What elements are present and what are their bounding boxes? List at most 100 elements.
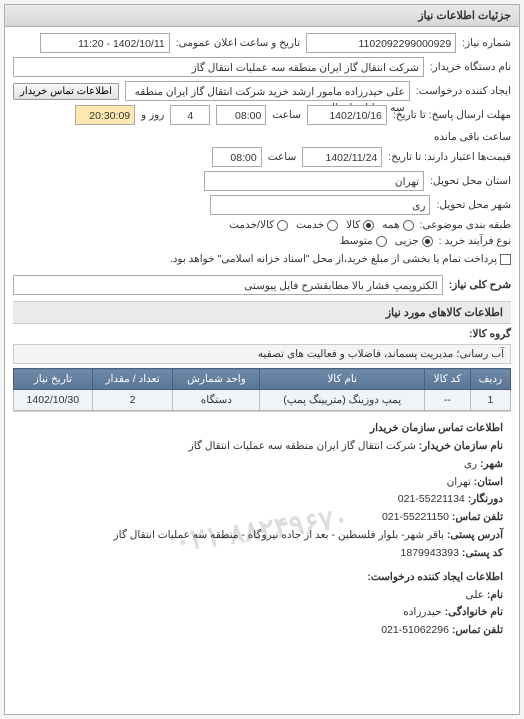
deadline-until-label: مهلت ارسال پاسخ: تا تاریخ:	[393, 109, 511, 121]
th-row: ردیف	[470, 369, 510, 390]
contact-buyer-title: اطلاعات تماس سازمان خریدار	[21, 420, 503, 438]
b-province-label: استان:	[474, 476, 503, 488]
requester-label: ایجاد کننده درخواست:	[416, 85, 511, 97]
group-label: گروه کالا:	[469, 328, 511, 340]
city-line: شهر: ری	[21, 456, 503, 474]
radio-all-label: همه	[382, 219, 399, 231]
contact-buyer-section: ۰۲۱-۸۸۲۴۹۶۷۰ اطلاعات تماس سازمان خریدار …	[13, 411, 511, 648]
fax-label: دورنگار:	[468, 493, 503, 505]
process-radio-group: جزیی متوسط	[340, 235, 433, 247]
req-phone-value: 51062296-021	[381, 624, 449, 636]
fax-line: دورنگار: 55221134-021	[21, 491, 503, 509]
time-label-1: ساعت	[272, 109, 301, 121]
treasury-note: پرداخت تمام یا بخشی از مبلغ خرید،از محل …	[170, 253, 497, 265]
req-family-value: حیدرزاده	[403, 606, 441, 618]
radio-goods-label: کالا	[346, 219, 360, 231]
radio-icon	[376, 236, 387, 247]
radio-gs-label: کالا/خدمت	[229, 219, 274, 231]
announce-field: 1402/10/11 - 11:20	[40, 33, 170, 53]
table-header-row: ردیف کد کالا نام کالا واحد شمارش تعداد /…	[14, 369, 511, 390]
items-section-title: اطلاعات کالاهای مورد نیاز	[13, 301, 511, 324]
req-name-line: نام: علی	[21, 587, 503, 605]
postal-value: 1879943393	[401, 547, 459, 559]
city-label: شهر محل تحویل:	[436, 199, 511, 211]
bottom-padding	[13, 648, 511, 708]
buyer-device-row: نام دستگاه خریدار: شرکت انتقال گاز ایران…	[13, 57, 511, 77]
th-code: کد کالا	[425, 369, 471, 390]
need-desc-label: شرح کلی نیاز:	[449, 279, 511, 291]
radio-medium-label: متوسط	[340, 235, 373, 247]
province-field: تهران	[204, 171, 424, 191]
need-no-label: شماره نیاز:	[462, 37, 511, 49]
b-province-value: تهران	[447, 476, 471, 488]
days-field: 4	[170, 105, 210, 125]
remain-field: 20:30:09	[75, 105, 135, 125]
req-family-line: نام خانوادگی: حیدرزاده	[21, 604, 503, 622]
radio-small[interactable]: جزیی	[395, 235, 433, 247]
radio-icon	[403, 220, 414, 231]
req-name-value: علی	[465, 589, 484, 601]
b-city-label: شهر:	[480, 458, 503, 470]
td-row: 1	[470, 390, 510, 411]
addr-line: آدرس پستی: باقر شهر- بلوار فلسطین - بعد …	[21, 527, 503, 545]
radio-goods[interactable]: کالا	[346, 219, 374, 231]
radio-icon	[363, 220, 374, 231]
time-label-2: ساعت	[268, 151, 297, 163]
deadline-row: مهلت ارسال پاسخ: تا تاریخ: 1402/10/16 سا…	[13, 105, 511, 143]
buyer-device-field: شرکت انتقال گاز ایران منطقه سه عملیات ان…	[13, 57, 424, 77]
panel-body: شماره نیاز: 1102092299000929 تاریخ و ساع…	[5, 27, 519, 714]
table-row: 1 -- پمپ دوزینگ (متریینگ پمپ) دستگاه 2 1…	[14, 390, 511, 411]
th-unit: واحد شمارش	[173, 369, 260, 390]
table-head: ردیف کد کالا نام کالا واحد شمارش تعداد /…	[14, 369, 511, 390]
radio-icon	[277, 220, 288, 231]
req-name-label: نام:	[487, 589, 503, 601]
checkbox-icon	[500, 254, 511, 265]
th-name: نام کالا	[260, 369, 425, 390]
price-date-field: 1402/11/24	[302, 147, 382, 167]
process-label: نوع فرآیند خرید :	[439, 235, 511, 247]
price-validity-row: قیمت‌ها اعتبار دارند: تا تاریخ: 1402/11/…	[13, 147, 511, 167]
postal-line: کد پستی: 1879943393	[21, 545, 503, 563]
need-no-field: 1102092299000929	[306, 33, 456, 53]
group-value: آب رسانی؛ مدیریت پسماند، فاضلاب و فعالیت…	[13, 344, 511, 364]
process-row: نوع فرآیند خرید : جزیی متوسط پرداخت تمام…	[13, 235, 511, 265]
td-qty: 2	[92, 390, 173, 411]
th-qty: تعداد / مقدار	[92, 369, 173, 390]
radio-medium[interactable]: متوسط	[340, 235, 387, 247]
radio-small-label: جزیی	[395, 235, 419, 247]
city-field: ری	[210, 195, 430, 215]
td-date: 1402/10/30	[14, 390, 93, 411]
radio-goods-service[interactable]: کالا/خدمت	[229, 219, 288, 231]
radio-all[interactable]: همه	[382, 219, 413, 231]
remain-label: ساعت باقی مانده	[434, 131, 511, 143]
subject-radio-group: همه کالا خدمت کالا/خدمت	[229, 219, 413, 231]
days-label: روز و	[141, 109, 164, 121]
buyer-contact-button[interactable]: اطلاعات تماس خریدار	[13, 83, 119, 100]
price-time-field: 08:00	[212, 147, 262, 167]
deadline-time-field: 08:00	[216, 105, 266, 125]
org-label: نام سازمان خریدار:	[419, 440, 503, 452]
req-phone-line: تلفن تماس: 51062296-021	[21, 622, 503, 640]
postal-label: کد پستی:	[462, 547, 503, 559]
items-table: ردیف کد کالا نام کالا واحد شمارش تعداد /…	[13, 368, 511, 411]
requester-row: ایجاد کننده درخواست: علی حیدرزاده مامور …	[13, 81, 511, 101]
subject-row: طبقه بندی موضوعی: همه کالا خدمت کالا/خدم…	[13, 219, 511, 231]
addr-label: آدرس پستی:	[447, 529, 503, 541]
details-panel: جزئیات اطلاعات نیاز شماره نیاز: 11020922…	[4, 4, 520, 715]
td-unit: دستگاه	[173, 390, 260, 411]
radio-icon	[327, 220, 338, 231]
req-family-label: نام خانوادگی:	[445, 606, 503, 618]
subject-label: طبقه بندی موضوعی:	[420, 219, 511, 231]
radio-service[interactable]: خدمت	[296, 219, 338, 231]
b-city-value: ری	[464, 458, 477, 470]
org-line: نام سازمان خریدار: شرکت انتقال گاز ایران…	[21, 438, 503, 456]
table-body: 1 -- پمپ دوزینگ (متریینگ پمپ) دستگاه 2 1…	[14, 390, 511, 411]
buyer-device-label: نام دستگاه خریدار:	[430, 61, 511, 73]
delivery-province-row: استان محل تحویل: تهران	[13, 171, 511, 191]
province-label: استان محل تحویل:	[430, 175, 511, 187]
need-number-row: شماره نیاز: 1102092299000929 تاریخ و ساع…	[13, 33, 511, 53]
requester-field: علی حیدرزاده مامور ارشد خرید شرکت انتقال…	[125, 81, 410, 101]
delivery-city-row: شهر محل تحویل: ری	[13, 195, 511, 215]
province-line: استان: تهران	[21, 474, 503, 492]
treasury-checkbox[interactable]: پرداخت تمام یا بخشی از مبلغ خرید،از محل …	[170, 253, 511, 265]
